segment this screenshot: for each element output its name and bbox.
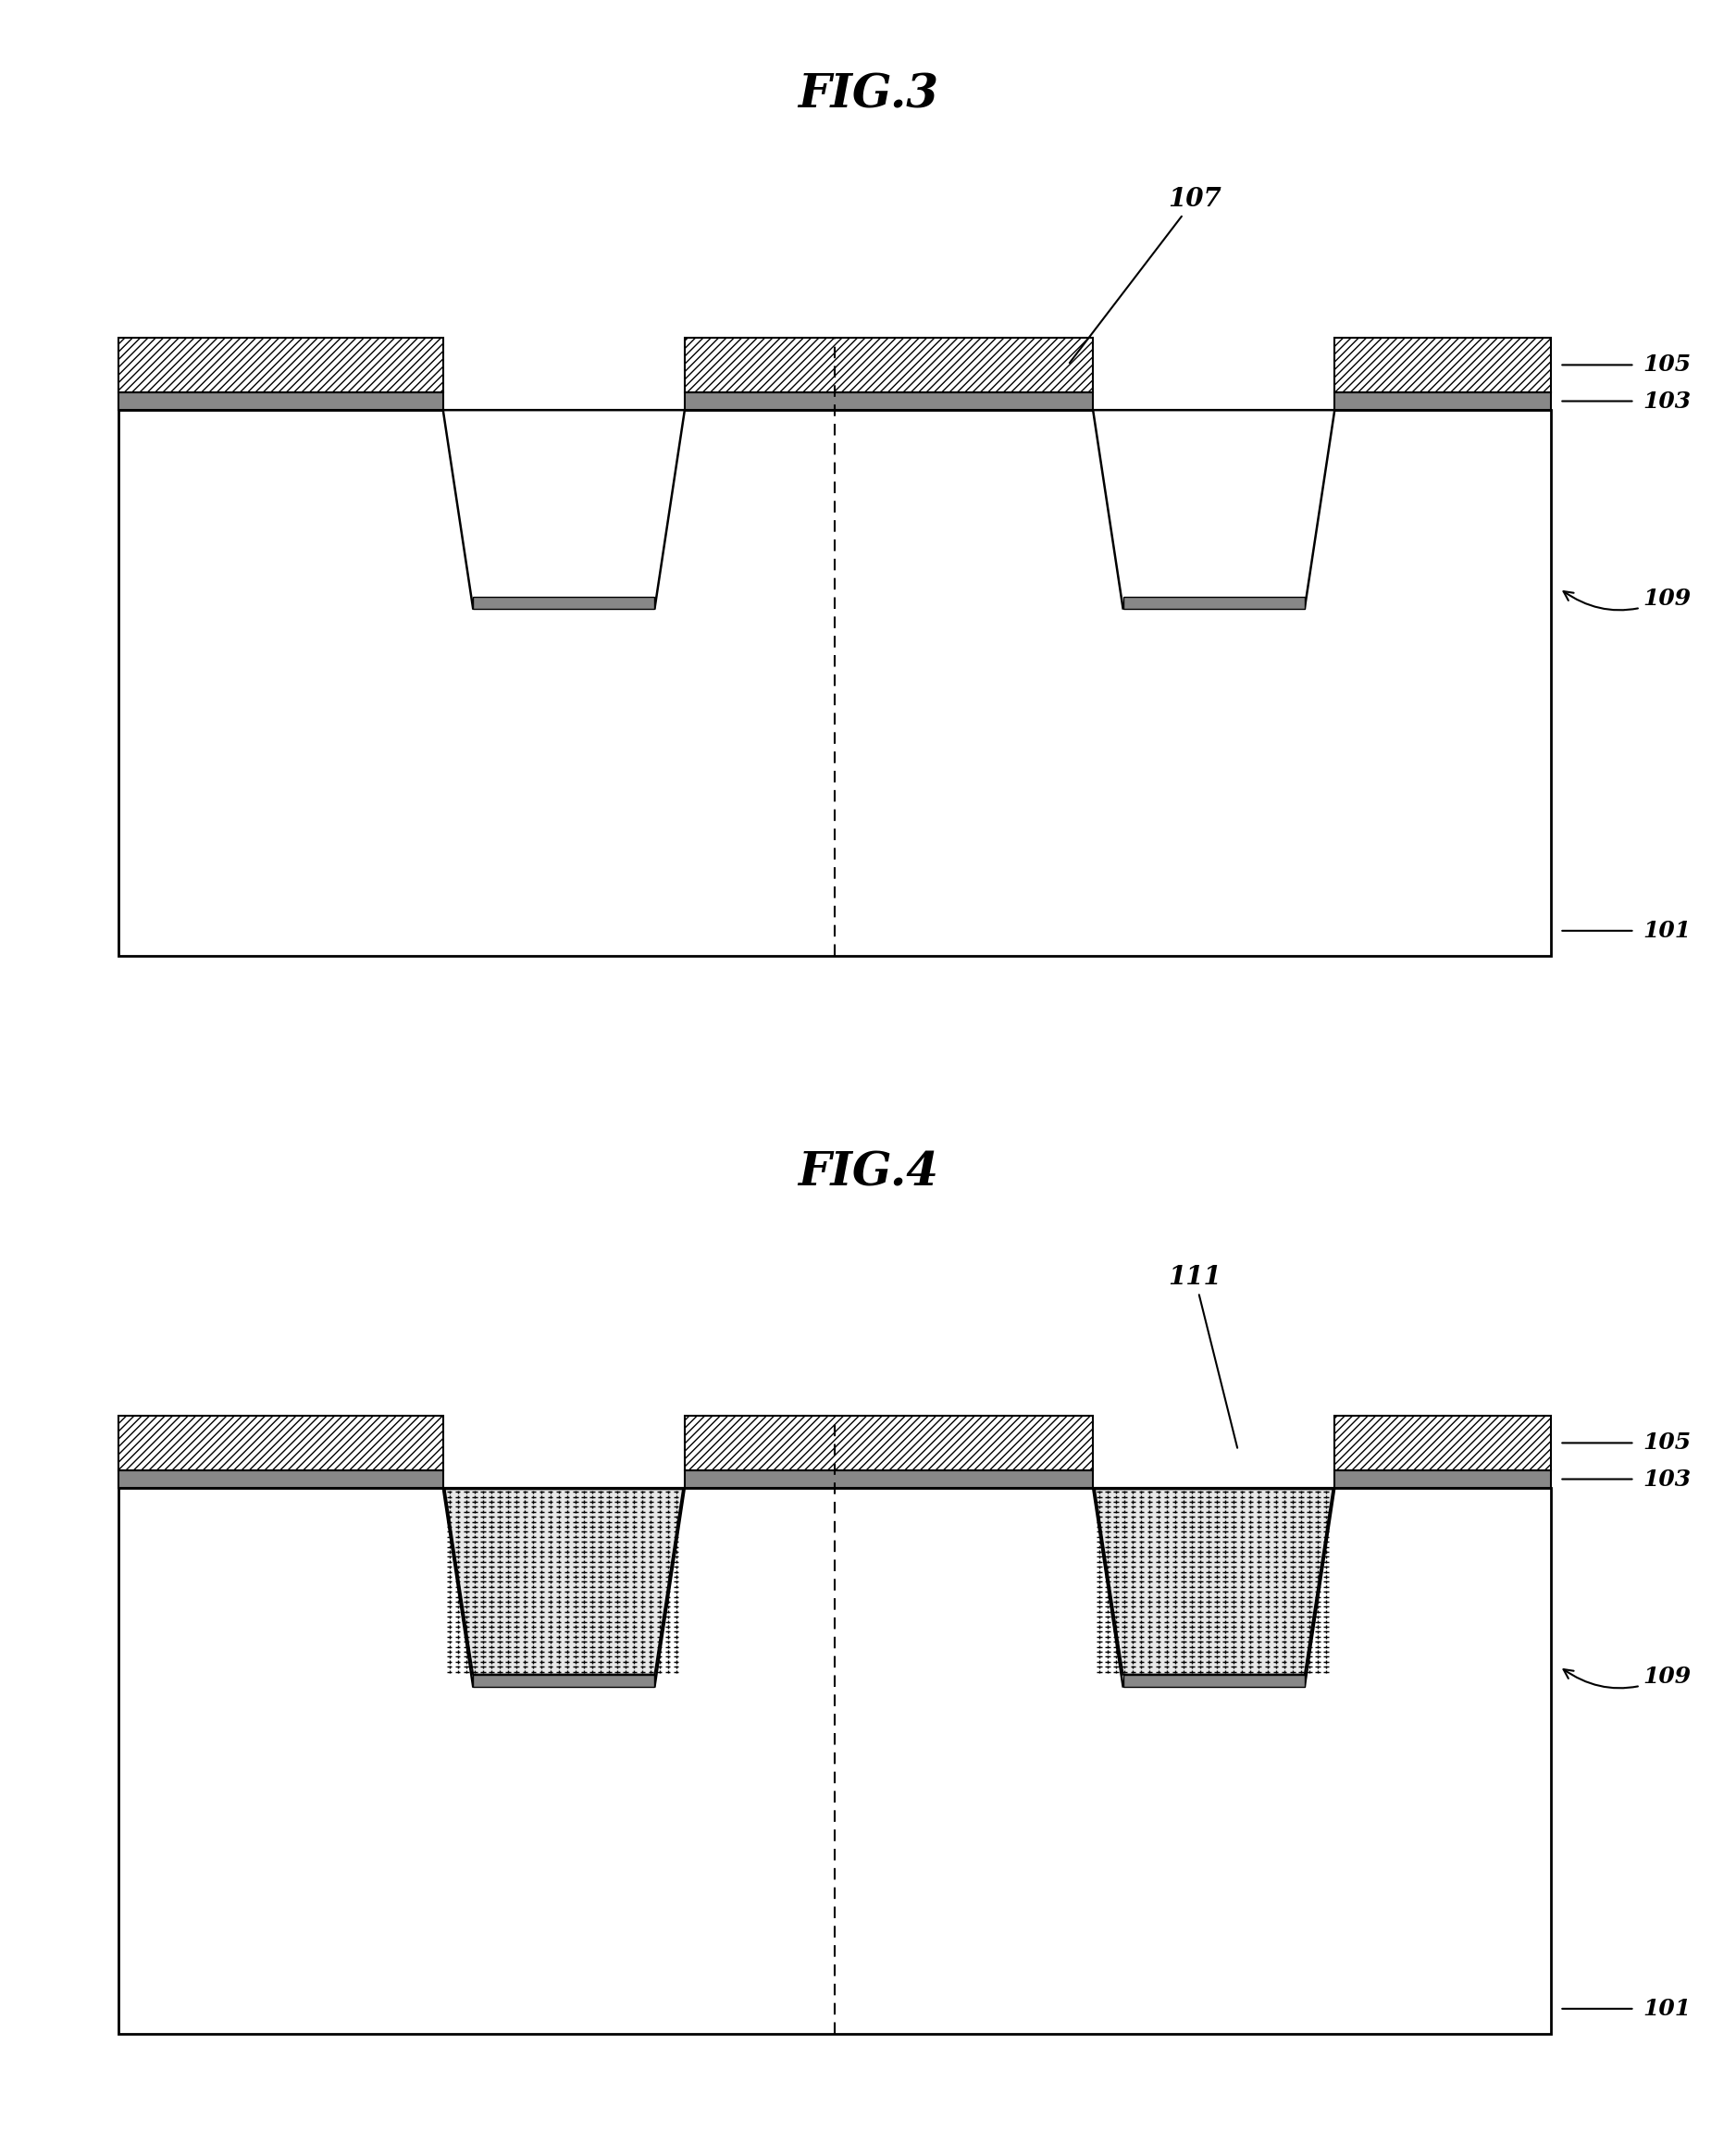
Bar: [1335, 1470, 1552, 1488]
Text: 111: 111: [1168, 1266, 1238, 1449]
Polygon shape: [1123, 1675, 1305, 1686]
Bar: [118, 1488, 1552, 2033]
Polygon shape: [444, 1490, 682, 1675]
Bar: [1335, 392, 1552, 410]
Text: FIG.3: FIG.3: [797, 73, 939, 119]
Bar: [684, 392, 1094, 410]
Polygon shape: [472, 1675, 654, 1686]
Text: 105: 105: [1642, 354, 1691, 375]
Text: 109: 109: [1564, 1664, 1691, 1688]
Bar: [118, 1416, 443, 1470]
Polygon shape: [443, 410, 684, 608]
Polygon shape: [1094, 410, 1335, 608]
Bar: [118, 1470, 443, 1488]
Bar: [118, 338, 443, 392]
Text: 101: 101: [1642, 921, 1691, 942]
Bar: [1335, 1416, 1552, 1470]
Bar: [118, 410, 1552, 955]
Polygon shape: [472, 597, 654, 608]
Text: FIG.4: FIG.4: [797, 1151, 939, 1197]
Text: 107: 107: [1069, 188, 1222, 362]
Text: 109: 109: [1564, 586, 1691, 610]
Text: 103: 103: [1642, 1468, 1691, 1490]
Polygon shape: [1123, 597, 1305, 608]
Text: 101: 101: [1642, 1999, 1691, 2020]
Polygon shape: [1095, 1490, 1333, 1675]
Bar: [684, 1416, 1094, 1470]
Bar: [118, 392, 443, 410]
Bar: [684, 1470, 1094, 1488]
Polygon shape: [1094, 1488, 1335, 1686]
Text: 105: 105: [1642, 1432, 1691, 1453]
Polygon shape: [443, 1488, 684, 1686]
Text: 103: 103: [1642, 390, 1691, 412]
Bar: [684, 338, 1094, 392]
Bar: [1335, 338, 1552, 392]
